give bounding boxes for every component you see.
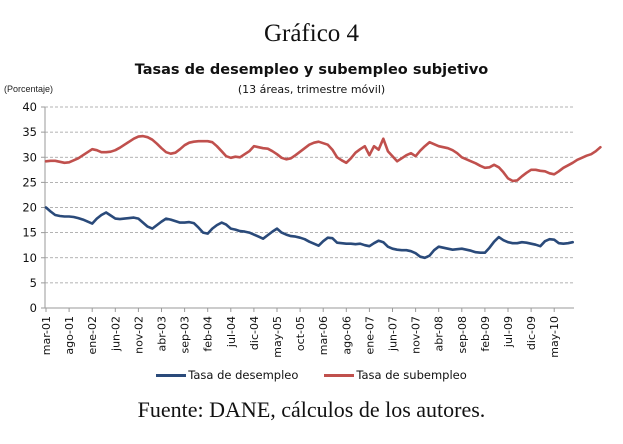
legend-item-desempleo: Tasa de desempleo bbox=[156, 368, 298, 382]
x-tick-label: may-05 bbox=[271, 316, 284, 358]
x-tick-label: jun-02 bbox=[109, 316, 122, 352]
x-tick-label: ene-07 bbox=[363, 316, 376, 354]
y-tick-label: 25 bbox=[22, 175, 37, 189]
x-tick-label: abr-08 bbox=[433, 316, 446, 352]
x-tick-label: ago-01 bbox=[63, 316, 76, 355]
y-tick-label: 5 bbox=[30, 276, 37, 290]
x-tick-label: mar-01 bbox=[40, 316, 53, 355]
chart-subtitle: (13 áreas, trimestre móvil) bbox=[237, 83, 386, 96]
x-tick-label: feb-09 bbox=[479, 316, 492, 352]
x-axis-ticks: mar-01 ago-01 ene-02 jun-02 nov-02 abr-03 sep-… bbox=[40, 308, 561, 358]
gridlines bbox=[45, 106, 574, 284]
y-tick-label: 15 bbox=[22, 226, 37, 240]
x-tick-label: sep-03 bbox=[179, 316, 192, 353]
x-tick-label: jul-04 bbox=[225, 316, 238, 348]
y-tick-label: 35 bbox=[22, 125, 37, 139]
figure-title: Gráfico 4 bbox=[263, 20, 360, 47]
y-axis-label: (Porcentaje) bbox=[4, 84, 54, 94]
x-tick-label: may-10 bbox=[548, 316, 561, 358]
y-tick-label: 40 bbox=[22, 100, 37, 114]
series-line-desempleo bbox=[44, 206, 575, 260]
x-tick-label: abr-03 bbox=[156, 316, 169, 352]
x-tick-label: oct-05 bbox=[294, 316, 307, 351]
legend-swatch-subempleo bbox=[324, 373, 355, 377]
x-tick-label: nov-02 bbox=[132, 316, 145, 354]
legend-swatch-desempleo bbox=[156, 373, 187, 377]
x-tick-label: feb-04 bbox=[202, 316, 215, 352]
x-tick-label: nov-07 bbox=[410, 316, 423, 354]
x-tick-label: sep-08 bbox=[456, 316, 469, 353]
chart-title: Tasas de desempleo y subempleo subjetivo bbox=[134, 62, 489, 78]
legend: Tasa de desempleo Tasa de subempleo bbox=[0, 368, 623, 382]
y-tick-label: 20 bbox=[22, 201, 37, 215]
y-axis-ticks: 0 5 10 15 20 25 30 35 40 bbox=[22, 100, 45, 315]
legend-label-subempleo: Tasa de subempleo bbox=[356, 368, 467, 382]
x-tick-label: dic-09 bbox=[525, 316, 538, 350]
x-tick-label: mar-06 bbox=[317, 316, 330, 355]
x-tick-label: ene-02 bbox=[86, 316, 99, 354]
x-tick-label: dic-04 bbox=[248, 316, 261, 350]
legend-label-desempleo: Tasa de desempleo bbox=[188, 368, 299, 382]
y-tick-label: 0 bbox=[30, 301, 37, 315]
x-tick-label: jun-07 bbox=[387, 316, 400, 352]
series-lines bbox=[44, 134, 602, 260]
series-line-subempleo bbox=[44, 134, 602, 183]
x-tick-label: jul-09 bbox=[502, 316, 515, 348]
y-tick-label: 30 bbox=[22, 150, 37, 164]
legend-item-subempleo: Tasa de subempleo bbox=[324, 368, 467, 382]
source-note: Fuente: DANE, cálculos de los autores. bbox=[137, 397, 486, 422]
y-tick-label: 10 bbox=[22, 251, 37, 265]
x-tick-label: ago-06 bbox=[340, 316, 353, 355]
